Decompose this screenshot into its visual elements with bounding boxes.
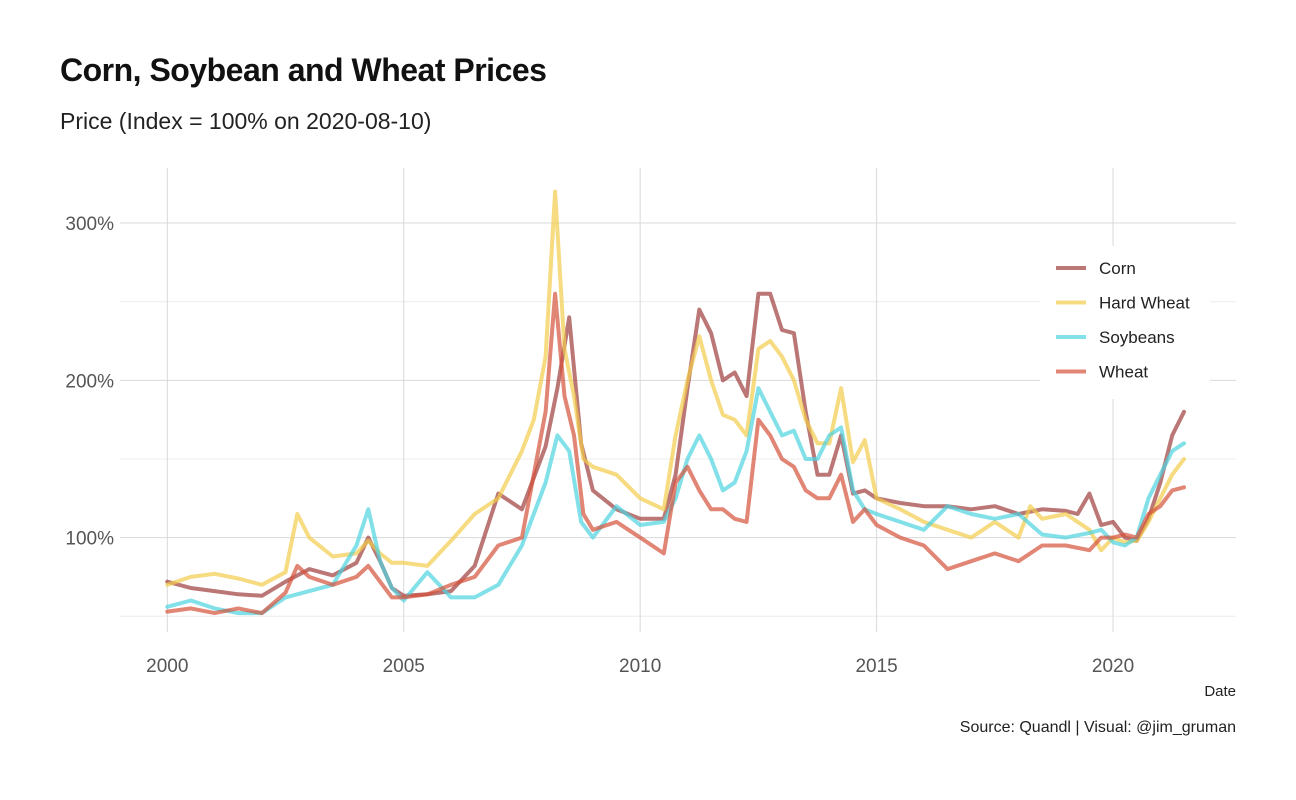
legend: Corn Hard Wheat Soybeans Wheat <box>1040 246 1210 399</box>
major-gridlines <box>120 168 1236 632</box>
source-caption: Source: Quandl | Visual: @jim_gruman <box>959 719 1236 736</box>
x-tick-label: 2015 <box>855 656 897 677</box>
y-tick-label: 200% <box>65 371 114 392</box>
chart-subtitle: Price (Index = 100% on 2020-08-10) <box>60 108 432 134</box>
legend-label: Soybeans <box>1099 328 1175 347</box>
series-lines <box>165 189 1186 616</box>
x-tick-label: 2020 <box>1092 656 1134 677</box>
series-line-soybeans <box>165 386 1186 616</box>
x-axis-title: Date <box>1204 683 1236 700</box>
x-tick-label: 2000 <box>146 656 188 677</box>
x-tick-label: 2005 <box>383 656 425 677</box>
legend-label: Hard Wheat <box>1099 294 1190 313</box>
legend-label: Corn <box>1099 259 1136 278</box>
x-axis-tick-labels: 2000 2005 2010 2015 2020 <box>146 656 1134 677</box>
x-tick-label: 2010 <box>619 656 661 677</box>
chart-title: Corn, Soybean and Wheat Prices <box>60 52 547 88</box>
legend-label: Wheat <box>1099 363 1148 382</box>
y-tick-label: 100% <box>65 529 114 550</box>
series-line-wheat <box>165 291 1186 616</box>
y-axis-tick-labels: 100% 200% 300% <box>65 214 114 550</box>
y-tick-label: 300% <box>65 214 114 235</box>
